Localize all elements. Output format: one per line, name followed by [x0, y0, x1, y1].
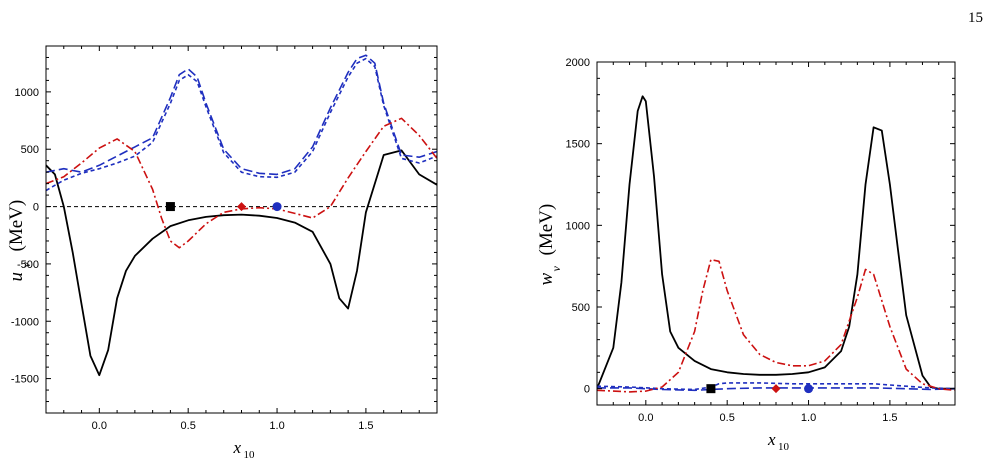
series-line-1 — [46, 54, 437, 176]
marker-square — [165, 202, 175, 212]
x-axis-label: x — [767, 430, 776, 449]
series-line-3 — [46, 117, 437, 249]
series-line-3 — [597, 258, 955, 393]
series-line-2 — [597, 382, 955, 391]
y-tick-label: 500 — [21, 144, 39, 156]
x-tick-label: 0.5 — [181, 420, 196, 432]
x-axis-label-subscript: 10 — [778, 441, 790, 453]
y-tick-label: -1000 — [11, 316, 39, 328]
y-tick-label: 1000 — [566, 220, 590, 232]
y-tick-label: 0 — [584, 384, 590, 396]
y-tick-label: -500 — [17, 259, 39, 271]
chart-w-v: 0.0 0.5 1.0 1.5 0 500 1000 1500 2000 x 10 wv (MeV) — [536, 57, 956, 453]
marker-square — [706, 384, 716, 394]
x-tick-label: 0.5 — [720, 412, 735, 424]
marker-circle — [804, 384, 814, 394]
y-tick-label: 500 — [572, 302, 590, 314]
x-axis-label: x — [233, 438, 242, 457]
y-axis-label-unit: (MeV) — [6, 200, 27, 252]
x-tick-label: 1.0 — [269, 420, 284, 432]
y-axis-label-subscript: v — [19, 262, 33, 268]
marker-diamond — [771, 384, 781, 394]
marker-diamond — [237, 202, 246, 212]
marker-circle — [272, 202, 282, 212]
y-tick-label: 0 — [33, 202, 39, 214]
y-axis-label-subscript: v — [549, 266, 563, 272]
y-tick-label: 2000 — [566, 57, 590, 69]
y-axis-label-unit: (MeV) — [536, 204, 557, 256]
x-tick-label: 1.5 — [882, 412, 897, 424]
x-tick-label: 0.0 — [638, 412, 653, 424]
y-axis-label: w — [536, 273, 557, 286]
x-tick-label: 0.0 — [92, 420, 107, 432]
y-tick-label: -1500 — [11, 374, 39, 386]
series-line-0 — [597, 95, 955, 390]
series-line-2 — [46, 57, 437, 192]
series-line-0 — [46, 149, 437, 377]
x-tick-label: 1.0 — [801, 412, 816, 424]
y-tick-label: 1000 — [15, 87, 39, 99]
x-axis-label-subscript: 10 — [244, 449, 256, 461]
y-tick-label: 1500 — [566, 139, 590, 151]
page-number: 15 — [968, 10, 983, 26]
y-axis-label: u — [6, 272, 27, 282]
chart-u-v: 0.0 0.5 1.0 1.5 -1500 -1000 -500 0 500 1000 x 10 uv (… — [6, 45, 438, 461]
plot-frame — [596, 61, 956, 406]
x-tick-label: 1.5 — [358, 420, 373, 432]
